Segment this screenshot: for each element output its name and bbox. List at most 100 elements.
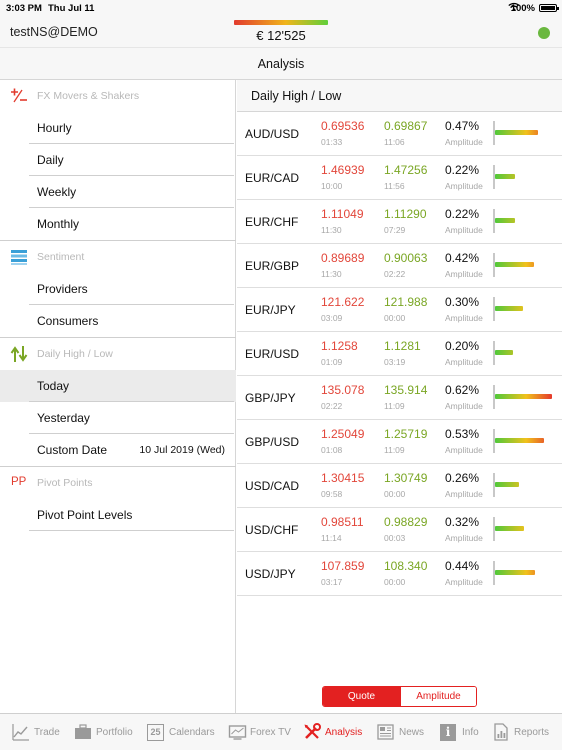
table-row[interactable]: GBP/JPY 135.078 02:22 135.914 11:09 0.62% Ampl… <box>237 376 562 420</box>
high-value: 121.988 <box>384 295 428 309</box>
table-row[interactable]: USD/JPY 107.859 03:17 108.340 00:00 0.44% Ampl… <box>237 552 562 596</box>
amplitude-label: Amplitude <box>445 489 483 499</box>
low-value: 1.46939 <box>321 163 365 177</box>
wifi-icon <box>508 2 520 11</box>
high-value: 0.90063 <box>384 251 428 265</box>
amplitude-value: 0.30% <box>445 295 480 309</box>
info-icon: i <box>440 724 456 741</box>
report-icon <box>494 723 508 741</box>
table-row[interactable]: GBP/USD 1.25049 01:08 1.25719 11:09 0.53% Ampl… <box>237 420 562 464</box>
newspaper-icon <box>377 724 394 740</box>
amplitude-bar <box>495 306 523 311</box>
sidebar-item-label: Hourly <box>37 121 72 135</box>
sidebar-item-daily[interactable]: Daily <box>0 144 236 176</box>
table-row[interactable]: EUR/CAD 1.46939 10:00 1.47256 11:56 0.22% Ampl… <box>237 156 562 200</box>
amplitude-bar <box>495 394 552 399</box>
tab-label: Calendars <box>169 727 215 738</box>
sidebar-item-hourly[interactable]: Hourly <box>0 112 236 144</box>
currency-pair: EUR/USD <box>245 347 300 361</box>
amplitude-label: Amplitude <box>445 137 483 147</box>
low-time: 03:09 <box>321 313 343 323</box>
low-time: 01:33 <box>321 137 343 147</box>
low-value: 0.69536 <box>321 119 365 133</box>
table-row[interactable]: EUR/USD 1.1258 01:09 1.1281 03:19 0.20% Amplit… <box>237 332 562 376</box>
panel-title: Daily High / Low <box>251 89 342 103</box>
sidebar-item-label: Consumers <box>37 314 99 328</box>
high-value: 135.914 <box>384 383 428 397</box>
amplitude-label: Amplitude <box>445 577 483 587</box>
low-time: 10:00 <box>321 181 343 191</box>
tab-label: News <box>399 727 425 738</box>
low-value: 1.1258 <box>321 339 358 353</box>
section-pivot-points: PP Pivot Points <box>0 467 236 499</box>
amplitude-label: Amplitude <box>445 445 483 455</box>
sidebar-item-weekly[interactable]: Weekly <box>0 176 236 208</box>
navigation-bar: Analysis <box>0 47 562 80</box>
low-time: 01:09 <box>321 357 343 367</box>
amplitude-bar <box>495 130 538 135</box>
sidebar-item-label: Monthly <box>37 217 80 231</box>
amplitude-label: Amplitude <box>445 401 483 411</box>
sidebar-item-yesterday[interactable]: Yesterday <box>0 402 236 434</box>
sidebar-item-providers[interactable]: Providers <box>0 273 236 305</box>
table-row[interactable]: AUD/USD 0.69536 01:33 0.69867 11:06 0.47% Ampl… <box>237 112 562 156</box>
account-name[interactable]: testNS@DEMO <box>10 25 98 39</box>
high-value: 1.11290 <box>384 207 427 221</box>
high-time: 00:03 <box>384 533 406 543</box>
amplitude-label: Amplitude <box>445 225 483 235</box>
table-row[interactable]: EUR/GBP 0.89689 11:30 0.90063 02:22 0.42% Ampl… <box>237 244 562 288</box>
high-time: 11:56 <box>384 181 405 191</box>
sidebar-item-label: Weekly <box>37 185 77 199</box>
high-time: 03:19 <box>384 357 406 367</box>
amplitude-axis <box>493 517 495 541</box>
low-value: 135.078 <box>321 383 365 397</box>
table-row[interactable]: EUR/CHF 1.11049 11:30 1.11290 07:29 0.22% Ampl… <box>237 200 562 244</box>
table-row[interactable]: USD/CAD 1.30415 09:58 1.30749 00:00 0.26% Ampl… <box>237 464 562 508</box>
sidebar-item-today[interactable]: Today <box>0 370 236 402</box>
tools-icon <box>304 723 321 739</box>
amplitude-value: 0.44% <box>445 559 480 573</box>
high-time: 00:00 <box>384 313 406 323</box>
high-time: 07:29 <box>384 225 406 235</box>
amplitude-label: Amplitude <box>445 181 483 191</box>
amplitude-label: Amplitude <box>445 269 483 279</box>
amplitude-bar <box>495 262 534 267</box>
panel-header: Daily High / Low <box>237 80 562 112</box>
low-value: 1.25049 <box>321 427 365 441</box>
currency-pair: USD/JPY <box>245 567 296 581</box>
amplitude-value: 0.22% <box>445 163 480 177</box>
currency-pair: EUR/JPY <box>245 303 296 317</box>
sidebar-item-monthly[interactable]: Monthly <box>0 208 236 240</box>
tab-label: Forex TV <box>250 727 291 738</box>
account-balance[interactable]: € 12'525 <box>256 28 306 43</box>
sidebar-item-consumers[interactable]: Consumers <box>0 305 236 337</box>
calendar-icon: 25 <box>147 724 164 741</box>
currency-pair: EUR/CAD <box>245 171 300 185</box>
low-value: 0.98511 <box>321 515 364 529</box>
amplitude-segment[interactable]: Amplitude <box>400 687 476 706</box>
section-sentiment: Sentiment <box>0 241 236 273</box>
quote-amplitude-toggle: Quote Amplitude <box>322 686 477 707</box>
pivot-points-icon: PP <box>11 476 27 488</box>
amplitude-label: Amplitude <box>445 313 483 323</box>
high-value: 1.30749 <box>384 471 428 485</box>
table-row[interactable]: EUR/JPY 121.622 03:09 121.988 00:00 0.30% Ampl… <box>237 288 562 332</box>
amplitude-bar <box>495 174 515 179</box>
high-time: 00:00 <box>384 577 406 587</box>
low-value: 1.30415 <box>321 471 365 485</box>
amplitude-axis <box>493 121 495 145</box>
sidebar-item-pivot-point-levels[interactable]: Pivot Point Levels <box>0 499 236 531</box>
sidebar-item-custom-date[interactable]: Custom Date 10 Jul 2019 (Wed) <box>0 434 236 466</box>
analysis-sidebar: FX Movers & Shakers Hourly Daily Weekly … <box>0 80 236 713</box>
section-daily-high-low: Daily High / Low <box>0 338 236 370</box>
low-time: 11:30 <box>321 225 342 235</box>
currency-pair: EUR/GBP <box>245 259 300 273</box>
section-label: Sentiment <box>37 251 85 263</box>
battery-icon <box>539 4 559 12</box>
amplitude-bar <box>495 350 513 355</box>
amplitude-axis <box>493 209 495 233</box>
briefcase-icon <box>75 724 91 739</box>
quote-segment[interactable]: Quote <box>323 687 400 706</box>
high-value: 0.98829 <box>384 515 428 529</box>
table-row[interactable]: USD/CHF 0.98511 11:14 0.98829 00:03 0.32% Ampl… <box>237 508 562 552</box>
